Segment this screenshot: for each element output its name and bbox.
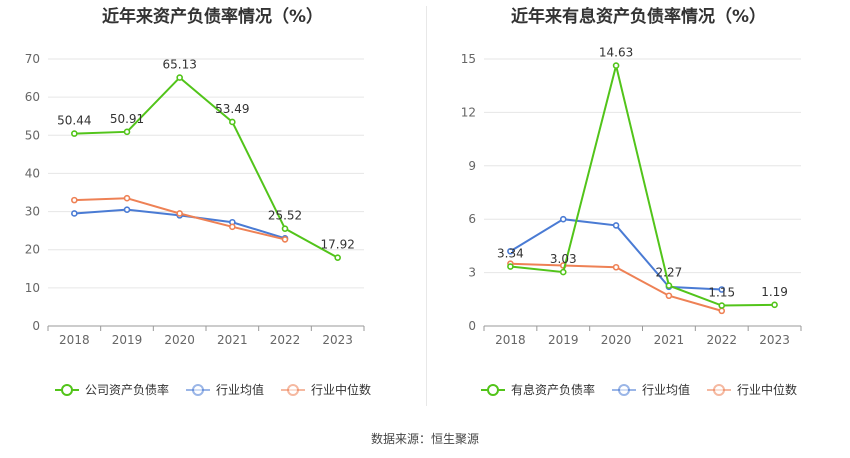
data-point[interactable] (123, 194, 131, 202)
legend-label: 行业均值 (641, 383, 690, 397)
legend-line-marker-icon (611, 383, 636, 396)
data-point[interactable] (176, 74, 183, 81)
data-label: 65.13 (162, 58, 196, 72)
x-tick-label: 2021 (654, 333, 685, 347)
legend-label: 行业中位数 (737, 383, 798, 397)
data-point[interactable] (229, 118, 236, 126)
y-tick-label: 70 (25, 52, 40, 66)
series-line (74, 197, 286, 241)
data-point[interactable] (71, 196, 78, 204)
data-label: 2.27 (656, 266, 683, 280)
legend-line-marker-icon (281, 383, 305, 396)
legend-item[interactable]: 有息资产负债率 (480, 381, 595, 398)
y-tick-label: 30 (25, 205, 40, 219)
data-point[interactable] (281, 236, 289, 243)
data-point[interactable] (176, 210, 183, 217)
y-tick-label: 60 (25, 90, 40, 104)
y-tick-label: 12 (461, 105, 476, 119)
data-point[interactable] (718, 307, 726, 315)
legend-line-marker-icon (480, 383, 505, 396)
data-point[interactable] (612, 263, 620, 271)
y-tick-label: 3 (468, 266, 476, 280)
data-label: 50.91 (110, 112, 144, 126)
data-point[interactable] (718, 286, 726, 293)
series-line (510, 65, 775, 307)
y-tick-label: 0 (32, 319, 40, 333)
data-label: 50.44 (57, 114, 91, 128)
data-point[interactable] (123, 206, 131, 213)
chart-title: 近年来资产负债率情况（%） (101, 7, 324, 27)
chart-panel-asset-liability: 近年来资产负债率情况（%） 0 10 20 30 40 50 60 70 2018 2019 202… (0, 0, 425, 410)
x-tick-label: 2021 (217, 333, 248, 347)
data-point[interactable] (665, 282, 673, 289)
x-tick-label: 2018 (495, 333, 526, 347)
chart-panel-interest-bearing: 近年来有息资产负债率情况（%） 0 3 6 9 12 15 2018 2019 2020 2021… (427, 0, 850, 410)
x-tick-label: 2018 (59, 333, 90, 347)
x-tick-label: 2022 (270, 333, 301, 347)
data-point[interactable] (665, 292, 673, 300)
legend-line-marker-icon (185, 383, 210, 396)
legend-label: 行业均值 (215, 383, 264, 397)
data-label: 14.63 (599, 46, 633, 60)
data-point[interactable] (559, 268, 567, 276)
data-label: 1.15 (708, 286, 735, 300)
y-tick-label: 10 (25, 281, 40, 295)
data-point[interactable] (612, 222, 620, 229)
x-tick-label: 2020 (601, 333, 632, 347)
data-point[interactable] (281, 225, 289, 232)
data-label: 3.03 (550, 252, 577, 266)
chart-legend: 有息资产负债率 行业均值 行业中位数 (427, 381, 850, 398)
data-point[interactable] (718, 302, 726, 309)
x-tick-label: 2022 (706, 333, 737, 347)
data-point[interactable] (507, 247, 514, 255)
legend-item[interactable]: 行业中位数 (280, 381, 371, 398)
data-point[interactable] (771, 301, 778, 309)
data-point[interactable] (334, 254, 341, 261)
series-line (509, 218, 722, 291)
x-tick-label: 2019 (112, 333, 143, 347)
x-tick-label: 2023 (322, 333, 353, 347)
data-point[interactable] (123, 128, 131, 136)
line-chart-asset-liability: 0 10 20 30 40 50 60 70 2018 2019 2020 2021 2022 2023 5… (25, 52, 365, 347)
data-label: 1.19 (761, 285, 788, 299)
chart-legend: 公司资产负债率 行业均值 行业中位数 (0, 381, 425, 398)
legend-label: 有息资产负债率 (510, 383, 595, 397)
data-label: 3.34 (497, 247, 524, 261)
y-tick-label: 50 (25, 128, 40, 142)
data-point[interactable] (229, 223, 236, 231)
legend-line-marker-icon (707, 383, 731, 396)
data-point[interactable] (559, 215, 567, 223)
panel-divider (426, 6, 427, 406)
y-tick-label: 40 (25, 166, 40, 180)
data-label: 53.49 (215, 102, 249, 116)
y-tick-label: 0 (468, 319, 476, 333)
legend-item[interactable]: 行业均值 (611, 381, 690, 398)
legend-line-marker-icon (54, 383, 79, 396)
legend-item[interactable]: 公司资产负债率 (54, 381, 169, 398)
x-tick-label: 2019 (548, 333, 579, 347)
data-source-note: 数据来源：恒生聚源 (370, 432, 479, 446)
legend-item[interactable]: 行业中位数 (706, 381, 797, 398)
data-point[interactable] (507, 263, 514, 270)
y-tick-label: 9 (468, 159, 476, 173)
legend-label: 公司资产负债率 (84, 383, 169, 397)
y-tick-label: 20 (25, 243, 40, 257)
series-line (74, 76, 339, 259)
y-tick-label: 15 (461, 52, 476, 66)
x-tick-label: 2023 (759, 333, 790, 347)
y-tick-label: 6 (468, 212, 476, 226)
legend-item[interactable]: 行业均值 (185, 381, 264, 398)
data-point[interactable] (612, 62, 620, 69)
x-tick-label: 2020 (164, 333, 195, 347)
line-chart-interest-bearing: 0 3 6 9 12 15 2018 2019 2020 2021 2022 2023 3.34 3.03… (461, 46, 802, 347)
data-label: 25.52 (268, 209, 302, 223)
data-point[interactable] (71, 130, 78, 137)
data-label: 17.92 (320, 238, 354, 252)
legend-label: 行业中位数 (311, 383, 372, 397)
data-point[interactable] (71, 210, 78, 217)
chart-title: 近年来有息资产负债率情况（%） (510, 7, 767, 27)
